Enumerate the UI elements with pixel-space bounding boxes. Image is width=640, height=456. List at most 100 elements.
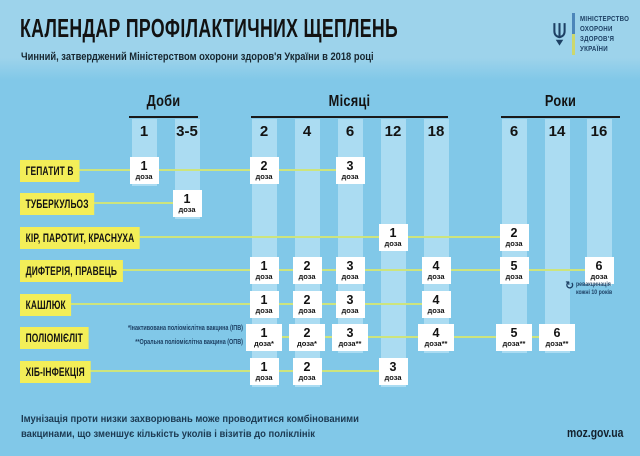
dose-number: 2 bbox=[303, 359, 311, 374]
dose-number: 1 bbox=[183, 191, 191, 206]
column-header-y14: 14 bbox=[548, 123, 566, 140]
column-header-m4: 4 bbox=[302, 123, 312, 140]
dose-unit: доза** bbox=[545, 338, 569, 348]
dose-number: 2 bbox=[303, 258, 311, 273]
dose-number: 1 bbox=[389, 225, 397, 240]
ministry-logo: МІНІСТЕРСТВО ОХОРОНИ ЗДОРОВ'Я УКРАЇНИ bbox=[552, 13, 640, 55]
ministry-name-line: МІНІСТЕРСТВО bbox=[580, 14, 630, 23]
page-subtitle: Чинний, затверджений Міністерством охоро… bbox=[21, 51, 374, 63]
dose-number: 3 bbox=[346, 258, 354, 273]
dose-cell: 4 доза bbox=[421, 256, 451, 284]
dose-number: 1 bbox=[260, 258, 268, 273]
dose-number: 3 bbox=[346, 158, 354, 173]
column-header-y16: 16 bbox=[590, 123, 608, 140]
dose-number: 6 bbox=[553, 325, 561, 340]
row-connector-line bbox=[24, 169, 350, 171]
dose-number: 2 bbox=[260, 158, 268, 173]
ministry-name-line: ЗДОРОВ'Я bbox=[580, 34, 615, 43]
column-group-title-years: Роки bbox=[544, 93, 577, 110]
dose-unit: доза bbox=[255, 271, 273, 281]
column-group-underline-years bbox=[501, 116, 620, 118]
dose-cell: 1 доза bbox=[378, 223, 408, 251]
dose-cell: 2 доза bbox=[499, 223, 529, 251]
dose-cell: 3 доза bbox=[378, 357, 408, 385]
dose-unit: доза bbox=[505, 238, 523, 248]
dose-unit: доза** bbox=[502, 338, 526, 348]
vaccine-label: ТУБЕРКУЛЬОЗ bbox=[20, 193, 95, 215]
column-header-m12: 12 bbox=[384, 123, 402, 140]
vaccine-label: ПОЛІОМІЄЛІТ bbox=[20, 327, 89, 349]
dose-unit: доза bbox=[178, 204, 196, 214]
dose-unit: доза bbox=[427, 305, 445, 315]
column-group-underline-months bbox=[251, 116, 448, 118]
dose-number: 4 bbox=[432, 292, 440, 307]
column-stripe-m12 bbox=[380, 119, 406, 387]
dose-unit: доза* bbox=[254, 338, 274, 348]
logo-divider bbox=[572, 13, 575, 55]
dose-number: 1 bbox=[260, 292, 268, 307]
dose-unit: доза bbox=[255, 305, 273, 315]
dose-cell: 6 доза bbox=[584, 256, 614, 284]
page-title: КАЛЕНДАР ПРОФІЛАКТИЧНИХ ЩЕПЛЕНЬ bbox=[20, 13, 399, 43]
polio-footnotes: *Інактивована поліомієлітна вакцина (ІПВ… bbox=[83, 322, 243, 349]
trident-icon bbox=[553, 23, 566, 46]
dose-number: 1 bbox=[260, 359, 268, 374]
dose-number: 5 bbox=[510, 258, 518, 273]
dose-number: 5 bbox=[510, 325, 518, 340]
vaccine-label: КІР, ПАРОТИТ, КРАСНУХА bbox=[20, 227, 140, 249]
dose-unit: доза bbox=[341, 271, 359, 281]
column-header-d1: 1 bbox=[139, 123, 149, 140]
revaccination-text: ревакцинація кожні 10 років bbox=[576, 281, 613, 296]
dose-unit: доза bbox=[341, 305, 359, 315]
dose-cell: 3 доза** bbox=[332, 323, 368, 351]
dose-unit: доза bbox=[427, 271, 445, 281]
column-header-d35: 3-5 bbox=[176, 123, 198, 140]
dose-unit: доза bbox=[255, 372, 273, 382]
dose-cell: 3 доза bbox=[335, 156, 365, 184]
dose-cell: 1 доза bbox=[172, 189, 202, 217]
website-url: moz.gov.ua bbox=[567, 425, 624, 440]
dose-unit: доза bbox=[590, 271, 608, 281]
dose-number: 2 bbox=[303, 292, 311, 307]
dose-cell: 2 доза bbox=[292, 290, 322, 318]
ministry-name-line: ОХОРОНИ bbox=[580, 24, 613, 33]
dose-cell: 1 доза bbox=[249, 290, 279, 318]
column-group-title-days: Доби bbox=[146, 93, 181, 110]
vaccine-label: ДИФТЕРІЯ, ПРАВЕЦЬ bbox=[20, 260, 123, 282]
column-header-y6: 6 bbox=[509, 123, 519, 140]
dose-cell: 6 доза** bbox=[539, 323, 575, 351]
ministry-name: МІНІСТЕРСТВО ОХОРОНИ ЗДОРОВ'Я УКРАЇНИ bbox=[580, 14, 629, 54]
column-header-m18: 18 bbox=[427, 123, 445, 140]
dose-cell: 5 доза** bbox=[496, 323, 532, 351]
dose-unit: доза bbox=[255, 171, 273, 181]
dose-unit: доза bbox=[341, 171, 359, 181]
dose-cell: 2 доза bbox=[292, 357, 322, 385]
revaccination-note: ↻ ревакцинація кожні 10 років bbox=[565, 280, 630, 296]
dose-cell: 1 доза bbox=[249, 256, 279, 284]
dose-unit: доза bbox=[384, 238, 402, 248]
row-connector-line bbox=[24, 303, 436, 305]
dose-number: 1 bbox=[260, 325, 268, 340]
dose-cell: 2 доза* bbox=[289, 323, 325, 351]
dose-unit: доза bbox=[298, 372, 316, 382]
dose-cell: 2 доза bbox=[249, 156, 279, 184]
column-header-m2: 2 bbox=[259, 123, 269, 140]
dose-number: 6 bbox=[595, 258, 603, 273]
row-connector-line bbox=[24, 202, 187, 204]
column-group-title-months: Місяці bbox=[328, 93, 371, 110]
ministry-name-line: УКРАЇНИ bbox=[580, 44, 608, 53]
row-connector-line bbox=[24, 236, 514, 238]
vaccine-label: ХІБ-ІНФЕКЦІЯ bbox=[20, 361, 91, 383]
column-group-underline-days bbox=[129, 116, 198, 118]
dose-unit: доза** bbox=[424, 338, 448, 348]
column-stripe-y14 bbox=[544, 119, 570, 353]
dose-cell: 2 доза bbox=[292, 256, 322, 284]
dose-cell: 3 доза bbox=[335, 290, 365, 318]
dose-cell: 5 доза bbox=[499, 256, 529, 284]
dose-cell: 4 доза bbox=[421, 290, 451, 318]
dose-cell: 1 доза* bbox=[246, 323, 282, 351]
footnote-line-2: **Оральна поліомієлітна вакцина (ОПВ) bbox=[135, 338, 243, 346]
dose-cell: 1 доза bbox=[249, 357, 279, 385]
